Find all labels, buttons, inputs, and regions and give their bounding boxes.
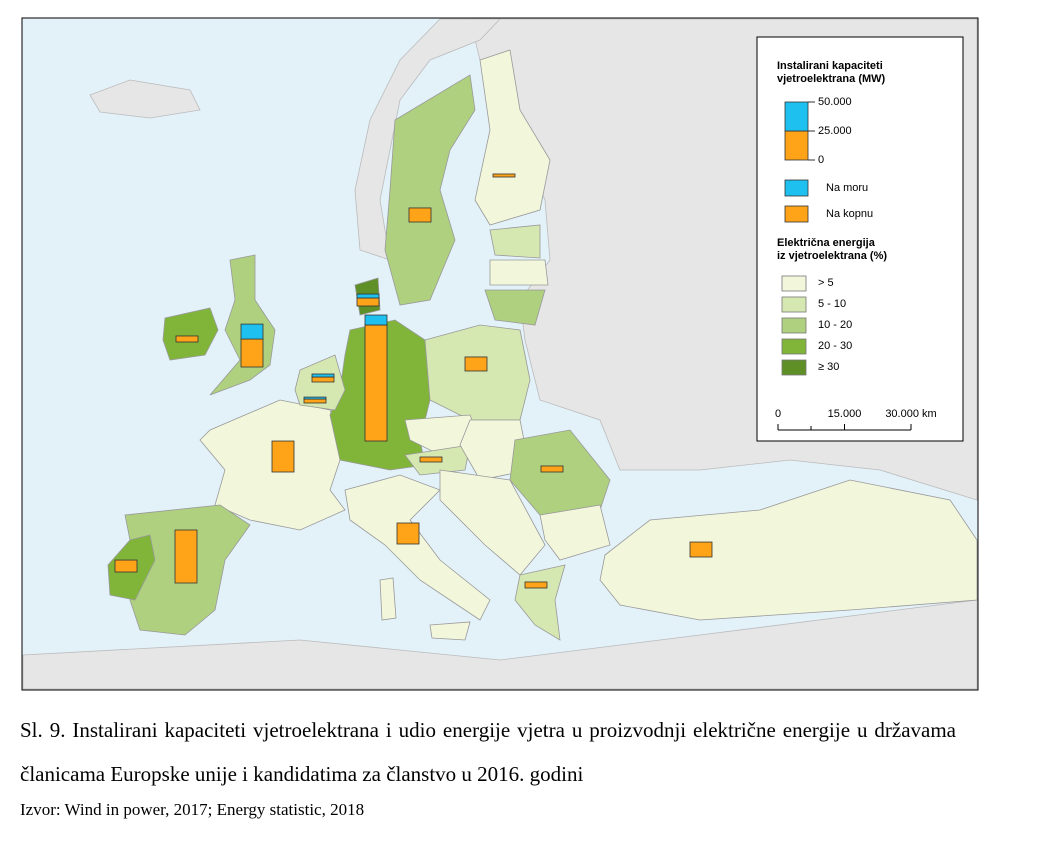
legend-title: Električna energija <box>777 237 876 249</box>
bar-onshore <box>364 324 388 442</box>
legend-class-label: 20 - 30 <box>818 340 852 352</box>
scale-label: 30.000 km <box>885 408 936 420</box>
bar-offshore <box>356 293 380 299</box>
land <box>89 79 201 119</box>
bar-onshore <box>303 398 327 404</box>
country <box>429 621 471 641</box>
land <box>354 18 501 261</box>
legend-label: Na kopnu <box>826 208 873 220</box>
legend-class-swatch <box>781 275 807 292</box>
land <box>22 599 978 690</box>
bar-onshore <box>540 465 564 473</box>
legend-title: vjetroelektrana (MW) <box>777 73 886 85</box>
country <box>294 354 346 411</box>
source: Izvor: Wind in power, 2017; Energy stati… <box>20 800 365 819</box>
legend-swatch <box>784 205 809 223</box>
countries <box>107 49 978 641</box>
bar-offshore <box>311 373 335 378</box>
legend-title: Instalirani kapaciteti <box>777 60 883 72</box>
country <box>162 307 219 361</box>
legend-onshore-bar <box>784 130 809 161</box>
country <box>489 259 549 286</box>
legend-label: Na moru <box>826 182 868 194</box>
country <box>474 49 551 226</box>
bar-onshore <box>356 297 380 307</box>
bar-onshore <box>175 335 199 343</box>
bar-onshore <box>464 356 488 372</box>
legend-class-swatch <box>781 317 807 334</box>
legend-tick-label: 50.000 <box>818 96 852 108</box>
bar-onshore <box>492 173 516 178</box>
country <box>484 289 546 326</box>
bar-onshore <box>689 541 713 558</box>
legend-class-swatch <box>781 338 807 355</box>
bar-onshore <box>271 440 295 473</box>
scale-label: 15.000 <box>828 408 862 420</box>
country <box>539 504 611 561</box>
country <box>384 74 476 306</box>
bar-onshore <box>396 522 420 545</box>
country <box>599 479 978 621</box>
legend-tick-label: 25.000 <box>818 125 852 137</box>
country <box>489 224 541 259</box>
bar-onshore <box>114 559 138 573</box>
bar-onshore <box>311 376 335 383</box>
bar-onshore <box>524 581 548 589</box>
bar-offshore <box>303 396 327 400</box>
caption: Sl. 9. Instalirani kapaciteti vjetroelek… <box>20 718 956 786</box>
scale-label: 0 <box>775 408 781 420</box>
legend-class-label: 10 - 20 <box>818 319 852 331</box>
bar-onshore <box>174 529 198 584</box>
legend-class-swatch <box>781 296 807 313</box>
bar-onshore <box>408 207 432 223</box>
bar-offshore <box>240 323 264 340</box>
bar-onshore <box>419 456 443 463</box>
legend-swatch <box>784 179 809 197</box>
country <box>379 577 397 621</box>
legend-tick-label: 0 <box>818 154 824 166</box>
legend-class-label: > 5 <box>818 277 834 289</box>
legend-offshore-bar <box>784 101 809 132</box>
legend-title: iz vjetroelektrana (%) <box>777 250 887 262</box>
bars <box>114 173 713 589</box>
legend-class-label: 5 - 10 <box>818 298 846 310</box>
bar-offshore <box>364 314 388 326</box>
country <box>424 324 531 421</box>
legend-class-label: ≥ 30 <box>818 361 839 373</box>
country <box>344 474 491 621</box>
legend-class-swatch <box>781 359 807 376</box>
bar-onshore <box>240 338 264 368</box>
